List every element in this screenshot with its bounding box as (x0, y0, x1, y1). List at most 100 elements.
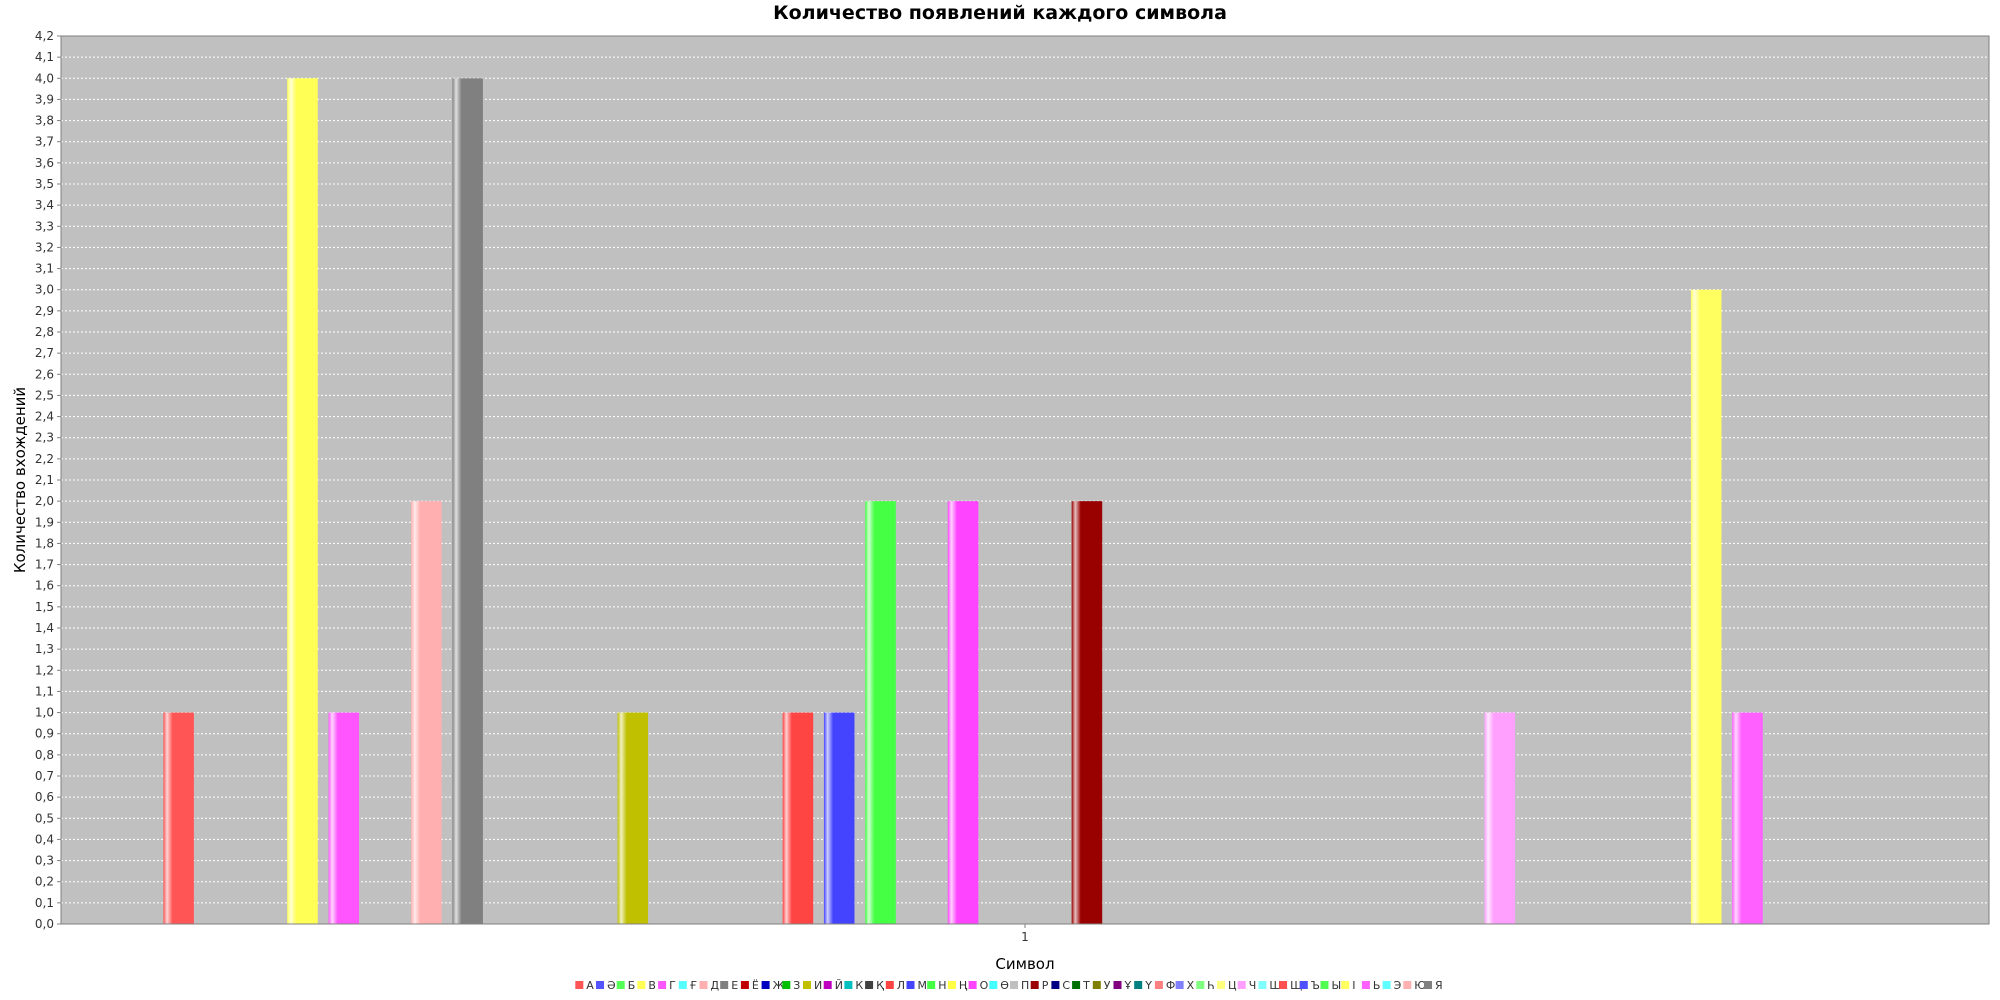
legend-label: С (1062, 979, 1070, 992)
legend-swatch (823, 981, 832, 989)
legend-swatch (575, 981, 584, 989)
y-tick-label: 2,9 (35, 304, 54, 318)
y-tick-label: 2,0 (35, 494, 54, 508)
legend-swatch (782, 981, 791, 989)
legend-label: К (855, 979, 863, 992)
bar (1071, 501, 1103, 924)
legend-swatch (1217, 981, 1225, 989)
legend-label: Ъ (1311, 979, 1320, 992)
y-tick-label: 4,0 (35, 71, 54, 85)
legend-swatch (906, 981, 915, 989)
y-tick-label: 3,6 (35, 156, 54, 170)
legend-swatch (1361, 981, 1370, 989)
legend-label: Ы (1332, 979, 1342, 992)
legend-swatch (844, 981, 853, 989)
y-tick-label: 4,1 (35, 50, 54, 64)
legend-label: Б (628, 979, 636, 992)
legend-label: І (1352, 979, 1355, 992)
y-tick-label: 1,2 (35, 663, 54, 677)
y-tick-label: 1,9 (35, 515, 54, 529)
y-tick-label: 3,1 (35, 262, 54, 276)
bar (452, 78, 483, 925)
legend-swatch (699, 981, 708, 989)
legend-label: Г (669, 979, 676, 992)
y-tick-label: 3,2 (35, 240, 54, 254)
legend-swatch (637, 981, 646, 989)
y-tick-label: 3,5 (35, 177, 54, 191)
legend-swatch (968, 981, 977, 989)
legend-swatch (761, 981, 770, 989)
legend-label: И (814, 979, 822, 992)
y-tick-label: 0,5 (35, 811, 54, 825)
legend-swatch (803, 981, 811, 989)
legend-label: Ң (959, 979, 968, 992)
legend-label: Р (1042, 979, 1049, 992)
legend-label: Ғ (690, 979, 697, 992)
y-tick-label: 3,0 (35, 283, 54, 297)
bar (823, 712, 855, 924)
legend-swatch (1010, 981, 1018, 989)
y-tick-label: 1,0 (35, 706, 54, 720)
y-tick-label: 2,7 (35, 346, 54, 360)
legend-swatch (1154, 981, 1163, 989)
legend-swatch (1382, 981, 1391, 989)
y-axis-title: Количество вхождений (11, 387, 29, 573)
y-tick-label: 0,0 (35, 917, 54, 931)
legend-swatch (1320, 981, 1329, 989)
y-tick-label: 2,2 (35, 452, 54, 466)
legend-swatch (658, 981, 667, 989)
x-tick-label: 1 (1021, 930, 1029, 944)
y-tick-label: 0,7 (35, 769, 54, 783)
bar (411, 501, 442, 924)
legend-swatch (1299, 981, 1308, 989)
legend-label: Я (1435, 979, 1443, 992)
bar (1484, 712, 1516, 924)
y-axis: 0,0 0,1 0,2 0,3 0,4 0,5 0,6 0,7 0,8 0,9 1,0 1,1 1,2 1… (35, 29, 62, 931)
y-tick-label: 1,4 (35, 621, 54, 635)
y-tick-label: 2,6 (35, 367, 54, 381)
y-tick-label: 1,1 (35, 684, 54, 698)
legend-label: Й (835, 979, 843, 992)
bar (617, 712, 649, 924)
legend-label: Ш (1269, 979, 1281, 992)
legend-label: У (1104, 979, 1111, 992)
legend-swatch (1092, 981, 1101, 989)
legend-label: М (918, 979, 928, 992)
legend-swatch (865, 981, 874, 989)
legend-swatch (1237, 981, 1246, 989)
legend-swatch (596, 981, 604, 989)
x-axis-title: Символ (995, 955, 1054, 973)
y-tick-label: 3,7 (35, 135, 54, 149)
legend-label: Э (1394, 979, 1402, 992)
y-tick-label: 2,4 (35, 410, 54, 424)
legend-label: Ө (1000, 979, 1009, 992)
legend-swatch (1424, 981, 1432, 989)
legend-label: Щ (1290, 979, 1302, 992)
chart-title: Количество появлений каждого символа (773, 2, 1227, 24)
y-tick-label: 0,9 (35, 727, 54, 741)
y-tick-label: 3,9 (35, 92, 54, 106)
legend-swatch (678, 981, 687, 989)
legend-label: Е (731, 979, 738, 992)
legend-label: Ж (773, 979, 785, 992)
grid-lines (61, 56, 1989, 904)
bar (782, 712, 814, 924)
legend-swatch (1279, 981, 1288, 989)
legend-swatch (947, 981, 956, 989)
y-tick-label: 1,7 (35, 558, 54, 572)
bars (163, 78, 1763, 925)
legend-label: Ү (1144, 979, 1152, 992)
y-tick-label: 4,2 (35, 29, 54, 43)
y-tick-label: 0,2 (35, 875, 54, 889)
y-tick-label: 0,3 (35, 854, 54, 868)
legend-swatch (1030, 981, 1039, 989)
legend-label: Л (897, 979, 905, 992)
legend-label: Һ (1207, 979, 1215, 992)
bar (1690, 289, 1722, 924)
bar (1732, 712, 1763, 924)
y-tick-label: 2,3 (35, 431, 54, 445)
y-tick-label: 1,8 (35, 536, 54, 550)
legend-swatch (1341, 981, 1350, 989)
